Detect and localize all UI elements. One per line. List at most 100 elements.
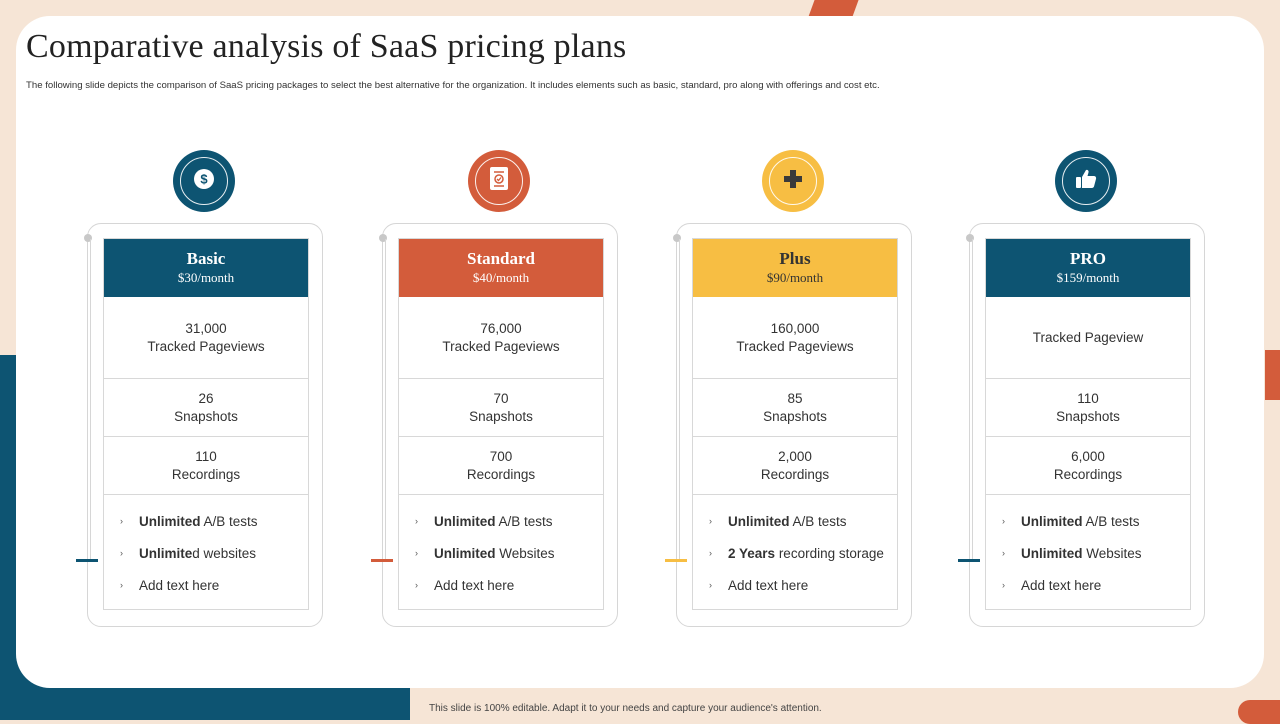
plan-name: Plus	[779, 249, 811, 268]
feature-item: › Unlimited A/B tests	[120, 513, 258, 529]
feature-item: › Unlimited A/B tests	[709, 513, 847, 529]
plan-card-plus: Plus $90/month 160,000 Tracked Pageviews…	[665, 150, 914, 630]
plan-frame	[76, 223, 323, 627]
decor-orange-accent-top	[808, 0, 860, 16]
snapshots-cell: 70 Snapshots	[399, 379, 603, 437]
frame-dot	[966, 234, 974, 242]
plan-frame	[665, 223, 912, 627]
recordings-label: Recordings	[466, 466, 536, 482]
plan-name: PRO	[1070, 249, 1106, 268]
pageviews-cell: 76,000 Tracked Pageviews	[399, 297, 603, 379]
feature-item: › Unlimited A/B tests	[1002, 513, 1140, 529]
plan-badge	[468, 150, 530, 212]
snapshots-value: 26	[198, 390, 214, 406]
snapshots-value: 70	[493, 390, 509, 406]
plan-header: Basic $30/month	[104, 239, 308, 297]
recordings-value: 110	[195, 448, 217, 464]
plan-badge	[762, 150, 824, 212]
feature-item: › Add text here	[1002, 577, 1102, 593]
bullet-icon: ›	[120, 548, 123, 558]
bullet-icon: ›	[120, 516, 123, 526]
snapshots-label: Snapshots	[1056, 408, 1120, 424]
plan-price: $30/month	[177, 270, 235, 285]
recordings-value: 2,000	[778, 448, 812, 464]
decor-orange-pill	[1238, 700, 1280, 724]
recordings-label: Recordings	[171, 466, 241, 482]
feature-item: › Unlimited websites	[120, 545, 257, 561]
pageviews-value: 31,000	[185, 320, 227, 336]
snapshots-value: 85	[787, 390, 803, 406]
feature-item: › Unlimited Websites	[1002, 545, 1142, 561]
certificate-icon	[487, 166, 511, 197]
plan-price: $40/month	[472, 270, 530, 285]
pageviews-cell: 31,000 Tracked Pageviews	[104, 297, 308, 379]
pageviews-label: Tracked Pageview	[1032, 329, 1144, 345]
frame-dot	[379, 234, 387, 242]
bullet-icon: ›	[1002, 516, 1005, 526]
snapshots-cell: 26 Snapshots	[104, 379, 308, 437]
plan-header: PRO $159/month	[986, 239, 1190, 297]
frame-stem	[90, 239, 91, 559]
plan-card-pro: PRO $159/month Tracked Pageview 110 Snap…	[958, 150, 1207, 630]
plan-price: $159/month	[1056, 270, 1120, 285]
footer-note: This slide is 100% editable. Adapt it to…	[429, 703, 822, 714]
plan-badge	[1055, 150, 1117, 212]
plan-card-basic: $ Basic $30/month 31,000 Tracked Pagevie…	[76, 150, 325, 630]
plan-table: Plus $90/month 160,000 Tracked Pageviews…	[692, 238, 898, 610]
feature-list: › Unlimited A/B tests › Unlimited websites…	[104, 495, 308, 601]
plan-frame	[371, 223, 618, 627]
plan-table: PRO $159/month Tracked Pageview 110 Snap…	[985, 238, 1191, 610]
snapshots-label: Snapshots	[763, 408, 827, 424]
feature-list: › Unlimited A/B tests › Unlimited Websites…	[986, 495, 1190, 601]
pageviews-value: 160,000	[770, 320, 820, 336]
plan-frame	[958, 223, 1205, 627]
plan-name: Basic	[186, 249, 226, 268]
slide-subtitle: The following slide depicts the comparis…	[26, 80, 880, 91]
recordings-label: Recordings	[760, 466, 830, 482]
bullet-icon: ›	[415, 580, 418, 590]
pageviews-cell: 160,000 Tracked Pageviews	[693, 297, 897, 379]
plan-table: Standard $40/month 76,000 Tracked Pagevi…	[398, 238, 604, 610]
feature-item: › Add text here	[120, 577, 220, 593]
frame-tick	[958, 559, 980, 562]
plus-icon	[782, 168, 804, 195]
bullet-icon: ›	[709, 580, 712, 590]
snapshots-label: Snapshots	[174, 408, 238, 424]
plan-name: Standard	[466, 249, 536, 268]
feature-item: › Add text here	[415, 577, 515, 593]
plan-price: $90/month	[766, 270, 824, 285]
recordings-cell: 6,000 Recordings	[986, 437, 1190, 495]
bullet-icon: ›	[415, 516, 418, 526]
feature-item: › Unlimited Websites	[415, 545, 555, 561]
bullet-icon: ›	[120, 580, 123, 590]
pageviews-cell: Tracked Pageview	[986, 297, 1190, 379]
frame-tick	[371, 559, 393, 562]
frame-stem	[972, 239, 973, 559]
snapshots-cell: 85 Snapshots	[693, 379, 897, 437]
plan-card-standard: Standard $40/month 76,000 Tracked Pagevi…	[371, 150, 620, 630]
plan-table: Basic $30/month 31,000 Tracked Pageviews…	[103, 238, 309, 610]
frame-stem	[679, 239, 680, 559]
plan-header: Plus $90/month	[693, 239, 897, 297]
recordings-value: 6,000	[1071, 448, 1105, 464]
plan-badge: $	[173, 150, 235, 212]
feature-list: › Unlimited A/B tests › Unlimited Websites…	[399, 495, 603, 601]
recordings-cell: 2,000 Recordings	[693, 437, 897, 495]
recordings-cell: 700 Recordings	[399, 437, 603, 495]
bullet-icon: ›	[1002, 548, 1005, 558]
dollar-coin-icon: $	[193, 168, 215, 195]
recordings-cell: 110 Recordings	[104, 437, 308, 495]
snapshots-value: 110	[1077, 390, 1099, 406]
frame-stem	[385, 239, 386, 559]
feature-item: › Unlimited A/B tests	[415, 513, 553, 529]
bullet-icon: ›	[415, 548, 418, 558]
pageviews-label: Tracked Pageviews	[736, 338, 854, 354]
frame-dot	[673, 234, 681, 242]
svg-text:$: $	[200, 171, 208, 186]
slide-title: Comparative analysis of SaaS pricing pla…	[26, 28, 627, 65]
pageviews-value: 76,000	[480, 320, 522, 336]
feature-item: › Add text here	[709, 577, 809, 593]
snapshots-label: Snapshots	[469, 408, 533, 424]
frame-tick	[665, 559, 687, 562]
recordings-label: Recordings	[1053, 466, 1123, 482]
